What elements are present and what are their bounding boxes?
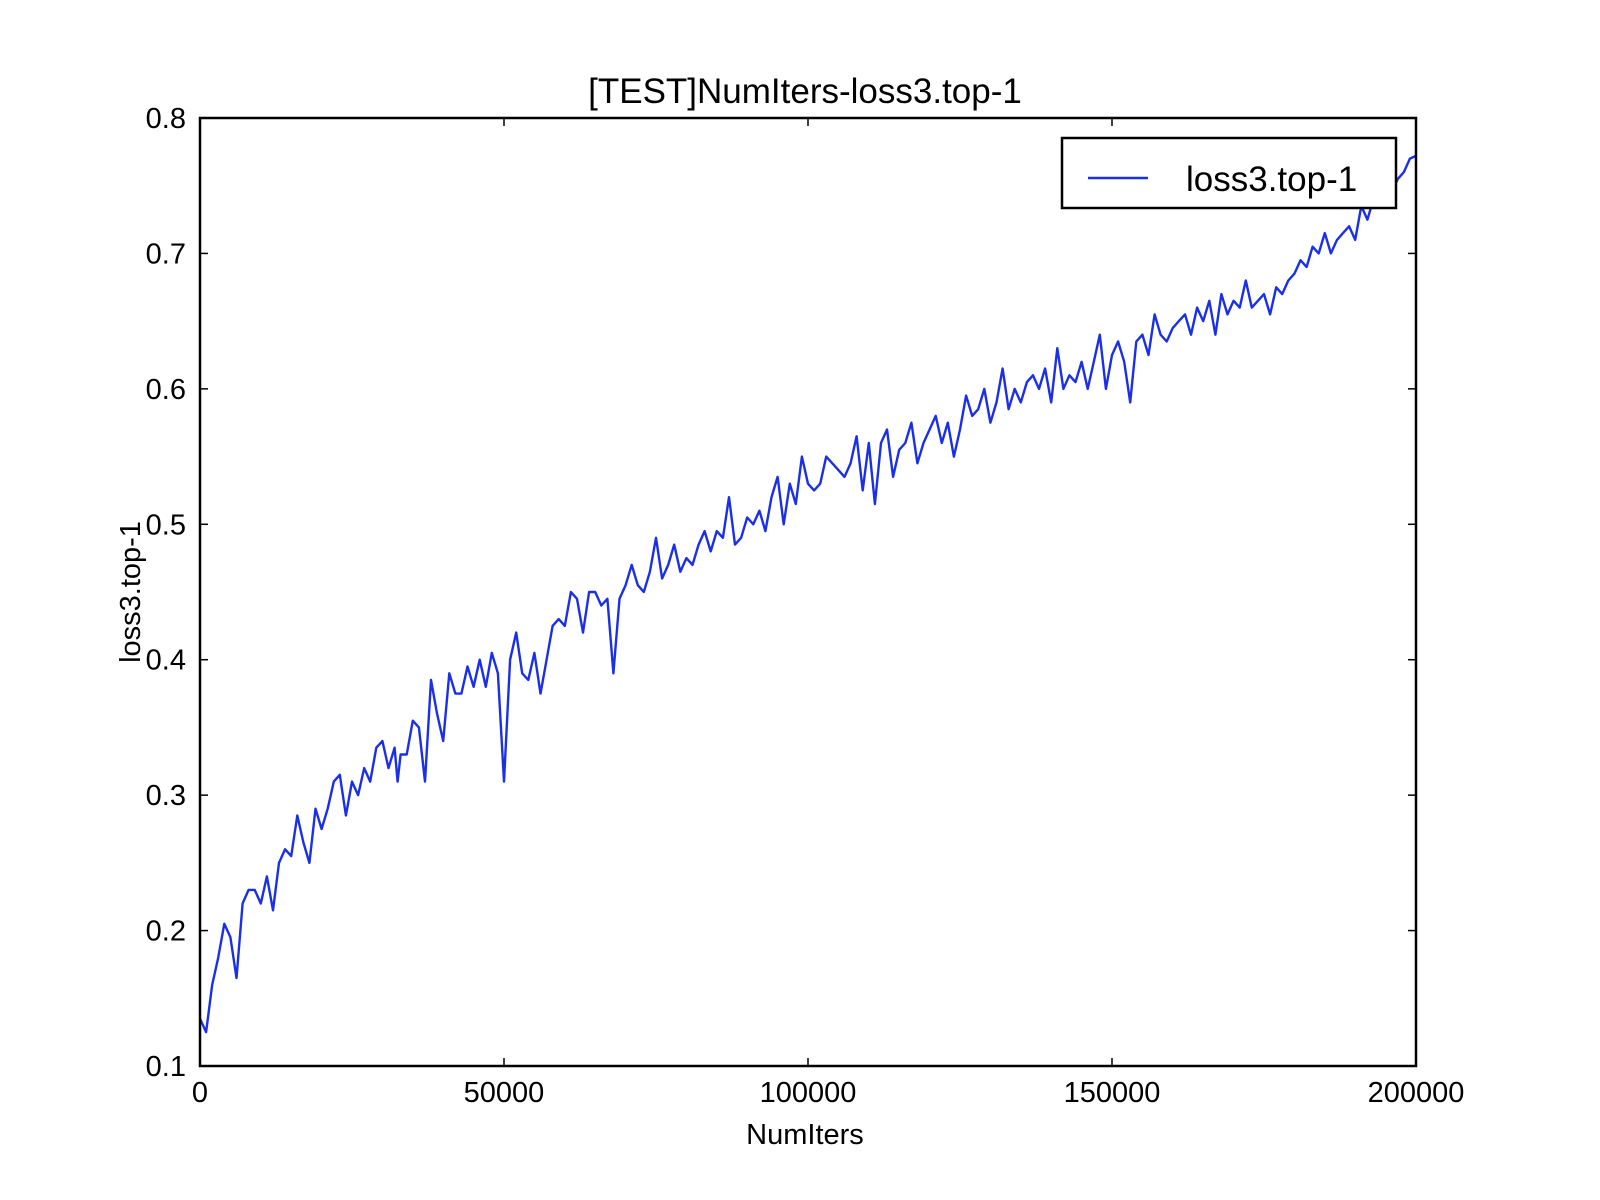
y-tick-label: 0.8 bbox=[146, 103, 186, 135]
series-layer bbox=[198, 154, 1417, 1034]
y-tick-label: 0.2 bbox=[146, 916, 186, 948]
legend: loss3.top-1 bbox=[1060, 136, 1398, 210]
y-axis-label: loss3.top-1 bbox=[115, 521, 147, 663]
ticks bbox=[199, 117, 1417, 1067]
y-tick-label: 0.5 bbox=[146, 509, 186, 541]
chart-title: [TEST]NumIters-loss3.top-1 bbox=[588, 72, 1022, 111]
x-tick-label: 0 bbox=[192, 1077, 208, 1109]
x-tick-label: 50000 bbox=[464, 1077, 545, 1109]
x-tick-label: 100000 bbox=[760, 1077, 857, 1109]
y-tick-label: 0.7 bbox=[146, 238, 186, 270]
plot-frame bbox=[198, 116, 1418, 1068]
y-tick-label: 0.4 bbox=[146, 645, 186, 677]
y-tick-label: 0.1 bbox=[146, 1051, 186, 1083]
x-tick-label: 150000 bbox=[1064, 1077, 1161, 1109]
tick-labels: 0 50000 100000 150000 200000 0.1 0.2 0.3 0.4 0.5 0… bbox=[146, 103, 1465, 1109]
legend-label: loss3.top-1 bbox=[1186, 160, 1357, 199]
y-tick-label: 0.6 bbox=[146, 374, 186, 406]
legend-box bbox=[1060, 136, 1398, 210]
x-axis-label: NumIters bbox=[746, 1119, 864, 1151]
y-tick-label: 0.3 bbox=[146, 780, 186, 812]
series-line bbox=[198, 154, 1417, 1034]
x-tick-label: 200000 bbox=[1368, 1077, 1465, 1109]
